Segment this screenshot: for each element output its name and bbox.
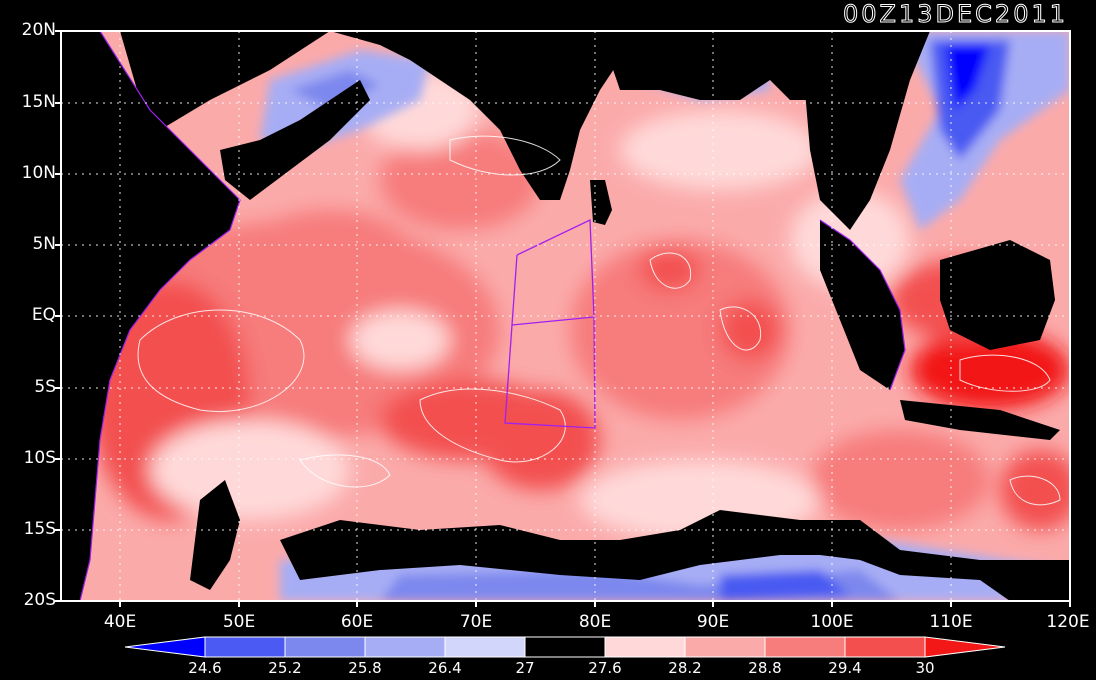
lon-label: 60E — [340, 612, 374, 632]
lat-label: 10S — [23, 448, 56, 468]
lon-label: 40E — [103, 612, 137, 632]
grid — [61, 31, 1070, 601]
colorbar-label: 27.6 — [588, 659, 622, 677]
java — [900, 400, 1060, 440]
lon-label: 120E — [1046, 612, 1090, 632]
coastlines — [61, 31, 906, 601]
asia-land — [330, 31, 640, 200]
sumatra — [820, 220, 905, 390]
colorbar-label: 27 — [515, 659, 535, 677]
lon-label: 80E — [578, 612, 612, 632]
colorbar-label: 25.8 — [348, 659, 382, 677]
land — [61, 31, 1070, 601]
lon-label: 50E — [222, 612, 256, 632]
colorbar-label: 24.6 — [188, 659, 222, 677]
lat-label: EQ — [31, 305, 56, 325]
lon-label: 70E — [459, 612, 493, 632]
lon-label: 100E — [810, 612, 854, 632]
colorbar-label: 26.4 — [428, 659, 462, 677]
borneo — [940, 240, 1055, 350]
lon-label: 110E — [929, 612, 973, 632]
lat-label: 10N — [21, 163, 56, 183]
colorbar-label: 30 — [915, 659, 935, 677]
lat-label: 15S — [23, 519, 56, 539]
lon-label: 90E — [696, 612, 730, 632]
lat-label: 20N — [21, 20, 56, 40]
colorbar-arrow-high — [924, 636, 1006, 658]
arabia-land — [120, 31, 330, 130]
colorbar-label: 28.8 — [748, 659, 782, 677]
colorbar-label: 25.2 — [268, 659, 302, 677]
lat-label: 20S — [23, 590, 56, 610]
colorbar-label: 29.4 — [828, 659, 862, 677]
lat-label: 5S — [34, 377, 56, 397]
lat-label: 15N — [21, 92, 56, 112]
contour-lines — [137, 135, 1061, 506]
madagascar — [190, 480, 240, 590]
lat-label: 5N — [32, 234, 56, 254]
colorbar-label: 28.2 — [668, 659, 702, 677]
arabia-coast — [220, 80, 370, 200]
timestamp: 00Z13DEC2011 — [843, 0, 1068, 29]
colorbar — [124, 636, 1006, 658]
colorbar-arrow-low — [124, 636, 206, 658]
australia-land — [280, 510, 1070, 601]
analysis-box — [504, 218, 596, 429]
